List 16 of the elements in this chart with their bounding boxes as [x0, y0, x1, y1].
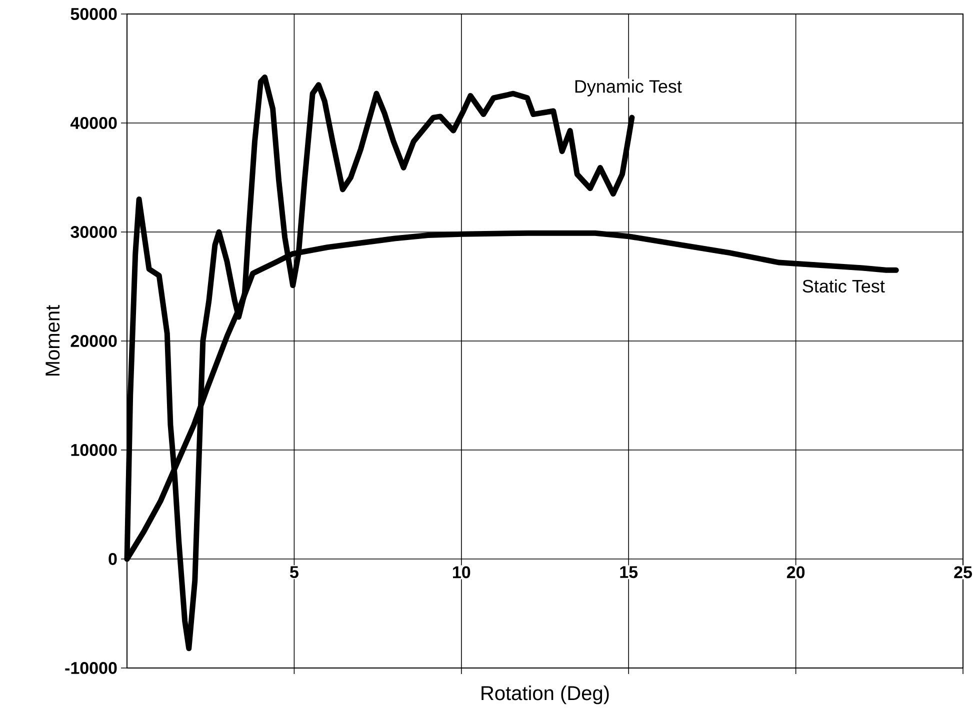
y-tick-label: 10000	[71, 444, 117, 456]
x-tick-label: 20	[786, 566, 805, 578]
x-tick-label: 25	[954, 566, 972, 578]
y-tick-label: -10000	[65, 662, 117, 674]
x-tick-label: 5	[290, 566, 298, 578]
series-label: Static Test	[802, 279, 885, 293]
y-tick-label: 30000	[70, 226, 117, 238]
x-tick-label: 10	[453, 566, 470, 578]
x-tick-label: 15	[620, 566, 638, 578]
series-label: Dynamic Test	[575, 80, 682, 96]
y-tick-label: 50000	[70, 8, 117, 20]
y-axis-title: Moment	[46, 305, 60, 376]
x-axis-title: Rotation (Deg)	[482, 686, 609, 704]
y-tick-label: 0	[108, 552, 117, 566]
y-tick-label: 20000	[70, 334, 117, 348]
y-tick-label: 40000	[70, 116, 117, 130]
